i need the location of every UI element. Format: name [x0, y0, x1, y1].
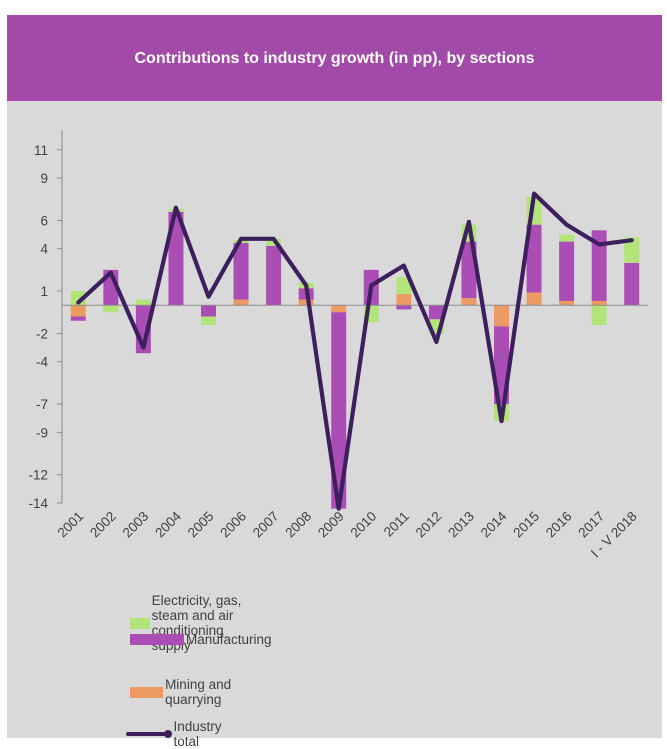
bar-manufacturing: [396, 305, 412, 310]
x-tick-label: 2015: [510, 509, 542, 541]
y-tick-label: -12: [28, 468, 48, 483]
bar-electricity: [135, 299, 151, 306]
legend-label-industry-total: Industry total: [173, 719, 222, 749]
y-tick-label: 1: [40, 284, 48, 299]
bar-manufacturing: [201, 305, 216, 317]
bar-mining: [331, 305, 347, 313]
legend-label-mining: Mining and quarrying: [165, 677, 232, 707]
bar-manufacturing: [591, 230, 607, 301]
x-tick-label: 2001: [55, 509, 87, 541]
legend-swatch-mining: [130, 686, 164, 698]
y-tick-label: -2: [36, 326, 48, 341]
legend-swatch-manufacturing: [130, 634, 184, 645]
chart-panel: Contributions to industry growth (in pp)…: [7, 15, 662, 738]
line-industry-total: [76, 191, 634, 511]
x-tick-label: 2007: [250, 509, 282, 541]
y-tick-label: -7: [36, 397, 48, 412]
bar-mining: [298, 299, 314, 306]
bar-mining: [559, 300, 575, 306]
bar-mining: [591, 300, 607, 306]
bar-electricity: [591, 305, 607, 325]
bar-manufacturing: [168, 211, 184, 306]
x-tick-label: 2011: [381, 509, 412, 540]
bar-electricity: [559, 234, 575, 242]
bar-manufacturing: [559, 241, 575, 301]
bar-manufacturing: [526, 224, 542, 293]
bar-electricity: [624, 237, 640, 263]
legend-item-industry-total: Industry total: [126, 719, 234, 749]
x-tick-label: 2006: [217, 509, 249, 541]
bar-mining: [233, 299, 249, 306]
x-tick-label: 2008: [282, 509, 314, 541]
chart-header: Contributions to industry growth (in pp)…: [7, 15, 662, 101]
bar-mining: [494, 305, 509, 327]
y-tick-label: 6: [40, 213, 48, 228]
x-tick-label: 2014: [478, 508, 510, 540]
y-tick-label: 9: [40, 171, 48, 186]
x-tick-label: 2012: [413, 509, 445, 541]
legend-item-manufacturing: Manufacturing: [130, 632, 272, 647]
x-tick-label: 2002: [87, 509, 119, 541]
legend-label-manufacturing: Manufacturing: [186, 632, 272, 647]
bar-mining: [70, 305, 86, 317]
bar-mining: [396, 293, 412, 306]
y-tick-label: -9: [36, 425, 48, 440]
bar-mining: [526, 292, 542, 306]
x-tick-label: 2005: [185, 509, 217, 541]
chart-title: Contributions to industry growth (in pp)…: [134, 49, 535, 67]
bar-electricity: [396, 276, 412, 294]
x-tick-label: 2003: [120, 509, 152, 541]
y-tick-label: 11: [34, 143, 48, 158]
bar-mining: [461, 298, 477, 306]
bar-manufacturing: [428, 305, 444, 320]
y-tick-label: 4: [40, 242, 48, 257]
y-tick-label: -14: [28, 496, 48, 511]
bar-manufacturing: [70, 316, 86, 321]
x-tick-label: 2016: [543, 509, 575, 541]
legend-line-industry-total: [126, 729, 173, 739]
bar-manufacturing: [233, 243, 249, 300]
x-tick-label: 2013: [445, 509, 477, 541]
legend-item-mining: Mining and quarrying: [130, 677, 242, 707]
bar-manufacturing: [266, 245, 282, 306]
legend-swatch-electricity: [130, 617, 150, 629]
bar-manufacturing: [624, 262, 640, 306]
bar-electricity: [103, 305, 119, 313]
bar-electricity: [201, 316, 216, 325]
x-tick-label: 2010: [348, 509, 380, 541]
x-tick-label: 2009: [315, 509, 347, 541]
x-tick-label: 2004: [152, 508, 184, 540]
bar-manufacturing: [331, 312, 347, 509]
y-tick-label: -4: [36, 355, 48, 370]
